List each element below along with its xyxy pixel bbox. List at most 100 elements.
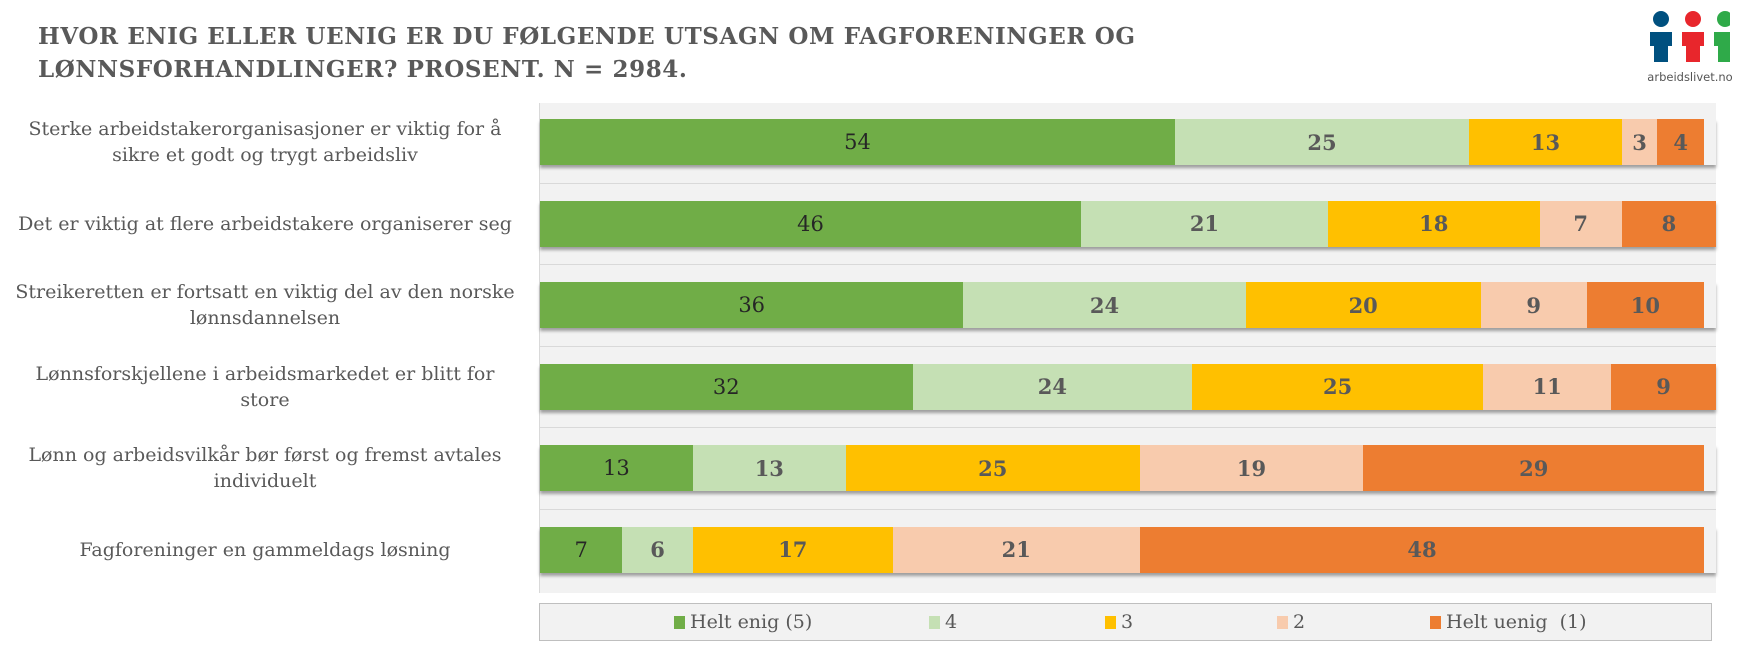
data-label: 9: [1526, 292, 1541, 318]
data-label: 18: [1419, 211, 1449, 236]
person-head-icon: [1685, 11, 1701, 27]
data-label: 19: [1236, 455, 1267, 481]
data-label: 7: [574, 537, 588, 562]
bar-segment: 10: [1586, 282, 1705, 328]
data-label: 25: [978, 455, 1008, 481]
data-label: 17: [778, 537, 808, 562]
bar-segment: 6: [622, 526, 693, 573]
data-label: 10: [1630, 292, 1661, 318]
chart-title: HVOR ENIG ELLER UENIG ER DU FØLGENDE UTS…: [38, 23, 1136, 83]
bar-segment: 17: [692, 526, 893, 573]
row-separator: [540, 427, 1716, 428]
data-label: 29: [1519, 455, 1549, 481]
legend-item: Helt uenig (1): [1430, 611, 1587, 633]
data-label: 25: [1322, 374, 1353, 399]
bar-segment: 13: [540, 445, 693, 491]
data-label: 46: [797, 211, 824, 236]
bar-segment: 21: [1080, 200, 1328, 247]
bar-segment: 24: [912, 363, 1193, 410]
stacked-bar: 36 24 20 9 10: [540, 282, 1716, 328]
legend-label: 4: [945, 611, 958, 633]
data-label: 32: [712, 374, 740, 399]
data-label: 54: [844, 130, 871, 154]
data-label: 3: [1632, 129, 1647, 155]
data-label: 13: [603, 456, 630, 480]
logo-text: arbeidslivet.no: [1647, 70, 1733, 84]
data-label: 8: [1661, 211, 1677, 236]
category-label: Det er viktig at flere arbeidstakere org…: [18, 212, 512, 235]
legend-swatch: [674, 615, 685, 629]
data-label: 7: [1573, 211, 1589, 236]
stacked-bar: 54 25 13 3 4: [540, 119, 1716, 165]
bar-segment: 11: [1483, 363, 1612, 410]
bar-segment: 32: [540, 363, 913, 410]
three-people-icon: [1650, 11, 1730, 62]
person-body-icon: [1714, 32, 1730, 62]
row-separator: [540, 264, 1716, 265]
data-label: 21: [1001, 537, 1031, 562]
data-label: 24: [1037, 374, 1067, 399]
data-label: 48: [1407, 537, 1437, 562]
bar-segment: 36: [540, 282, 964, 328]
data-label: 20: [1348, 292, 1378, 318]
arbeidslivet-logo: arbeidslivet.no: [1630, 10, 1740, 85]
bar-segment: 21: [892, 526, 1140, 573]
legend-swatch: [1277, 615, 1288, 629]
bar-segment: 9: [1480, 282, 1587, 328]
data-label: 4: [1673, 129, 1688, 155]
bar-segment: 54: [540, 119, 1176, 165]
stacked-bar: 32 24 25 11 9: [540, 363, 1716, 410]
row-separator: [540, 508, 1716, 510]
category-label: Sterke arbeidstakerorganisasjoner er vik…: [28, 118, 502, 166]
category-label: Streikeretten er fortsatt en viktig del …: [15, 281, 515, 329]
bar-segment: 25: [845, 445, 1140, 491]
data-label: 9: [1656, 374, 1671, 399]
data-label: 21: [1189, 211, 1220, 236]
legend-label: 3: [1121, 611, 1134, 633]
bar-segment: 8: [1621, 200, 1716, 247]
bar-segment: 25: [1175, 119, 1470, 165]
bar-segment: 13: [692, 445, 846, 491]
bar-segment: 9: [1611, 363, 1716, 410]
data-label: 6: [650, 537, 665, 562]
row-separator: [540, 182, 1716, 184]
person-body-icon: [1682, 32, 1704, 62]
bar-segment: 48: [1139, 526, 1705, 573]
legend-label: Helt enig (5): [690, 611, 813, 633]
legend-swatch: [1430, 615, 1441, 629]
bar-segment: 46: [540, 200, 1081, 247]
row-separator: [540, 345, 1716, 347]
person-head-icon: [1653, 11, 1669, 27]
data-label: 25: [1307, 129, 1337, 155]
category-label: Lønnsforskjellene i arbeidsmarkedet er b…: [35, 362, 495, 411]
data-label: 11: [1532, 374, 1562, 399]
data-label: 13: [754, 455, 784, 481]
data-label: 24: [1089, 292, 1120, 318]
legend-swatch: [1105, 615, 1116, 629]
legend-item: 2: [1277, 611, 1305, 633]
legend-item: Helt enig (5): [674, 611, 812, 633]
category-label: Lønn og arbeidsvilkår bør først og frems…: [28, 444, 502, 492]
data-label: 13: [1530, 129, 1561, 155]
bar-segment: 25: [1192, 363, 1484, 410]
bar-segment: 4: [1657, 119, 1705, 165]
legend-label: 2: [1293, 611, 1306, 633]
bar-segment: 7: [540, 526, 623, 573]
stacked-bar: 46 21 18 7 8: [540, 200, 1716, 247]
bar-segment: 24: [963, 282, 1246, 328]
data-label: 36: [738, 293, 766, 317]
bar-segment: 29: [1363, 445, 1705, 491]
legend-label: Helt uenig (1): [1446, 611, 1587, 633]
bar-segment: 19: [1139, 445, 1364, 491]
legend: Helt enig (5) 4 3 2 Helt uenig (1): [539, 603, 1712, 641]
legend-item: 4: [929, 611, 957, 633]
bar-segment: 7: [1539, 200, 1622, 247]
bar-segment: 20: [1245, 282, 1481, 328]
person-body-icon: [1650, 32, 1672, 62]
bar-segment: 3: [1621, 119, 1658, 165]
stacked-bar: 7 6 17 21 48: [540, 526, 1716, 573]
legend-item: 3: [1105, 611, 1133, 633]
bar-segment: 13: [1469, 119, 1622, 165]
plot-area: 54 25 13 3 4 46 21 18 7 8 36 24 20 9 10 32 24 25 11 9 13 13 25…: [539, 103, 1716, 593]
person-head-icon: [1717, 11, 1730, 27]
